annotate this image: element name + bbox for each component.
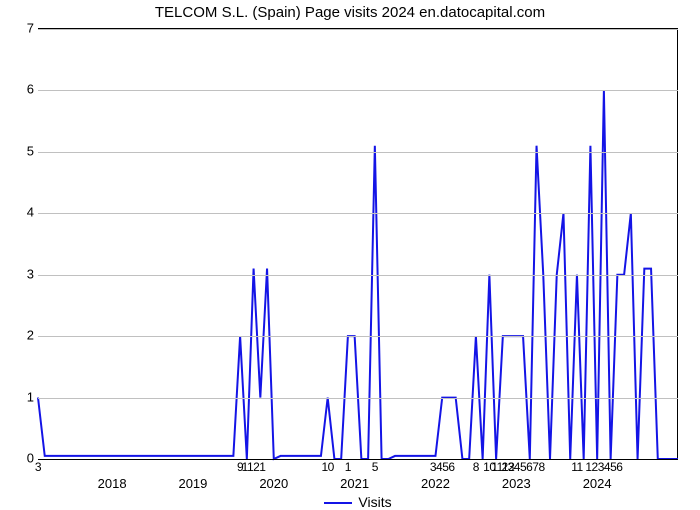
x-year-label: 2023 [502,476,531,491]
x-small-label: 10 [321,460,333,474]
x-small-label: 5 [372,460,378,474]
plot-area [38,28,678,458]
x-small-label: 1 [345,460,351,474]
gridline [38,398,678,399]
gridline [38,152,678,153]
x-small-label: 11 [571,460,582,474]
gridline [38,275,678,276]
visits-line [38,29,678,459]
x-year-label: 2020 [259,476,288,491]
legend-label: Visits [358,494,391,510]
y-tick-label: 4 [6,205,34,220]
x-year-label: 2019 [178,476,207,491]
x-year-label: 2018 [98,476,127,491]
gridline [38,213,678,214]
x-small-label: 2345678 [501,460,544,474]
legend: Visits [38,494,678,510]
y-tick-label: 0 [6,451,34,466]
x-small-label: 3 [35,460,41,474]
x-small-label: 3456 [430,460,455,474]
x-small-label: 8 [473,460,479,474]
x-small-label: 123456 [585,460,622,474]
y-tick-label: 6 [6,82,34,97]
gridline [38,29,678,30]
x-small-label: 1121 [242,460,266,474]
gridline [38,336,678,337]
y-tick-label: 1 [6,389,34,404]
chart-title: TELCOM S.L. (Spain) Page visits 2024 en.… [0,4,700,21]
y-tick-label: 5 [6,143,34,158]
x-year-label: 2024 [583,476,612,491]
y-tick-label: 3 [6,266,34,281]
y-tick-label: 2 [6,328,34,343]
gridline [38,90,678,91]
x-year-label: 2022 [421,476,450,491]
x-year-label: 2021 [340,476,369,491]
legend-swatch [324,502,352,504]
y-tick-label: 7 [6,21,34,36]
